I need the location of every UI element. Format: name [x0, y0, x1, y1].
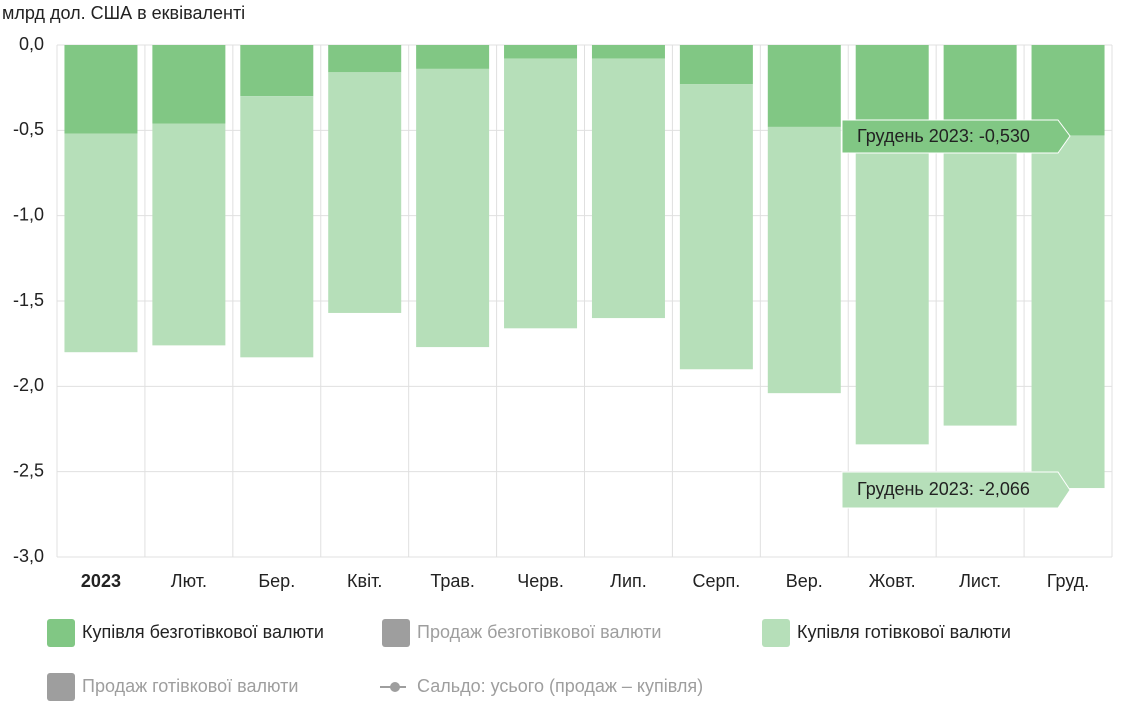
bar-segment [679, 84, 753, 370]
bar-segment [152, 45, 226, 124]
bar-segment [767, 45, 841, 127]
legend-label[interactable]: Продаж безготівкової валюти [417, 622, 661, 642]
tooltip-box [841, 471, 1071, 509]
x-tick-label: Трав. [430, 571, 475, 591]
x-tick-label: Бер. [258, 571, 295, 591]
bar-segment [328, 72, 402, 313]
plot: 0,0 -0,5 -1,0 -1,5 -2,0 -2,5 -3,0 2023 Лют. Бер. К… [13, 34, 1113, 591]
bar-segment [767, 126, 841, 394]
legend: Купівля безготівкової валюти Продаж безго… [47, 619, 1011, 701]
x-tick-label: Лип. [610, 571, 647, 591]
unit-label: млрд дол. США в еквіваленті [2, 3, 245, 23]
bar-segment [591, 58, 665, 319]
y-tick-label: -1,5 [13, 290, 44, 310]
y-tick-label: -0,5 [13, 119, 44, 139]
x-tick-label: Черв. [517, 571, 564, 591]
bar-segment [591, 45, 665, 59]
y-tick-label: -1,0 [13, 204, 44, 224]
bar-segment [679, 45, 753, 85]
x-tick-label: Квіт. [347, 571, 382, 591]
x-tick-label: Лист. [959, 571, 1001, 591]
y-tick-label: -3,0 [13, 546, 44, 566]
bar-segment [504, 58, 578, 329]
bar-segment [504, 45, 578, 59]
tooltip: Грудень 2023: -0,530 [841, 119, 1071, 154]
bar-segment [943, 138, 1017, 426]
bar-segment [64, 133, 138, 353]
x-tick-label: Вер. [786, 571, 823, 591]
bar-segment [240, 45, 314, 97]
legend-swatch [762, 619, 790, 647]
tooltip: Грудень 2023: -2,066 [841, 471, 1071, 509]
y-tick-label: -2,5 [13, 460, 44, 480]
bar-segment [328, 45, 402, 73]
y-tick-label: -2,0 [13, 375, 44, 395]
tooltip-text: Грудень 2023: -2,066 [857, 479, 1030, 499]
legend-label[interactable]: Купівля готівкової валюти [797, 622, 1011, 642]
x-tick-label: 2023 [81, 571, 121, 591]
bar-segment [64, 45, 138, 134]
x-tick-label: Груд. [1047, 571, 1089, 591]
x-tick-label: Лют. [171, 571, 207, 591]
legend-swatch [382, 619, 410, 647]
bar-segment [152, 123, 226, 346]
bar-segment [855, 138, 929, 445]
x-tick-label: Серп. [692, 571, 740, 591]
bar-segment [416, 45, 490, 69]
bar-segment [240, 96, 314, 358]
bar-segment [1031, 135, 1105, 489]
bar-segment [416, 68, 490, 348]
legend-label[interactable]: Продаж готівкової валюти [82, 676, 298, 696]
y-tick-label: 0,0 [19, 34, 44, 54]
tooltip-text: Грудень 2023: -0,530 [857, 126, 1030, 146]
legend-label[interactable]: Сальдо: усього (продаж – купівля) [417, 676, 703, 696]
legend-swatch [47, 673, 75, 701]
legend-dot [390, 682, 400, 692]
tooltip-box [841, 119, 1071, 154]
legend-label[interactable]: Купівля безготівкової валюти [82, 622, 324, 642]
x-tick-label: Жовт. [869, 571, 916, 591]
legend-swatch [47, 619, 75, 647]
